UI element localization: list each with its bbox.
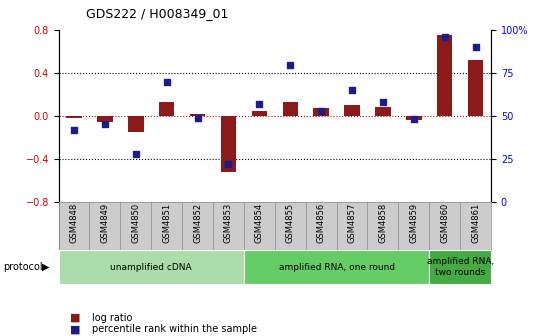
Text: amplified RNA,
two rounds: amplified RNA, two rounds: [426, 257, 494, 277]
Text: GSM4855: GSM4855: [286, 203, 295, 243]
Text: GSM4857: GSM4857: [348, 203, 357, 243]
Point: [317, 108, 326, 114]
Text: GSM4861: GSM4861: [471, 203, 480, 243]
Point: [471, 45, 480, 50]
Text: GSM4856: GSM4856: [316, 203, 326, 243]
Point: [255, 101, 264, 107]
Point: [162, 79, 171, 84]
Bar: [429, 250, 491, 284]
Text: amplified RNA, one round: amplified RNA, one round: [278, 263, 395, 271]
Bar: [282, 102, 298, 116]
Point: [193, 115, 202, 120]
Bar: [159, 102, 175, 116]
Text: percentile rank within the sample: percentile rank within the sample: [92, 324, 257, 334]
Text: GSM4850: GSM4850: [131, 203, 140, 243]
Bar: [344, 105, 360, 116]
Bar: [468, 60, 483, 116]
Bar: [244, 250, 429, 284]
Point: [378, 99, 387, 105]
Bar: [128, 116, 143, 132]
Text: protocol: protocol: [3, 262, 42, 272]
Text: unamplified cDNA: unamplified cDNA: [110, 263, 192, 271]
Text: GSM4851: GSM4851: [162, 203, 171, 243]
Point: [100, 122, 109, 127]
Text: ▶: ▶: [42, 262, 50, 272]
Text: GSM4860: GSM4860: [440, 203, 449, 243]
Text: GSM4849: GSM4849: [100, 203, 109, 243]
Bar: [406, 116, 421, 120]
Bar: [375, 108, 391, 116]
Point: [70, 127, 79, 132]
Bar: [190, 114, 205, 116]
Text: ■: ■: [70, 324, 80, 334]
Point: [131, 151, 140, 156]
Text: log ratio: log ratio: [92, 312, 132, 323]
Text: GDS222 / H008349_01: GDS222 / H008349_01: [86, 7, 229, 20]
Point: [348, 88, 357, 93]
Point: [410, 117, 418, 122]
Bar: [66, 116, 82, 118]
Text: GSM4852: GSM4852: [193, 203, 202, 243]
Text: GSM4854: GSM4854: [255, 203, 264, 243]
Bar: [59, 250, 244, 284]
Bar: [437, 35, 453, 116]
Point: [440, 34, 449, 40]
Text: GSM4848: GSM4848: [70, 203, 79, 243]
Text: ■: ■: [70, 312, 80, 323]
Bar: [221, 116, 236, 172]
Bar: [252, 111, 267, 116]
Point: [224, 161, 233, 167]
Point: [286, 62, 295, 67]
Bar: [97, 116, 113, 122]
Bar: [314, 109, 329, 116]
Text: GSM4858: GSM4858: [378, 203, 387, 243]
Text: GSM4859: GSM4859: [410, 203, 418, 243]
Text: GSM4853: GSM4853: [224, 203, 233, 243]
